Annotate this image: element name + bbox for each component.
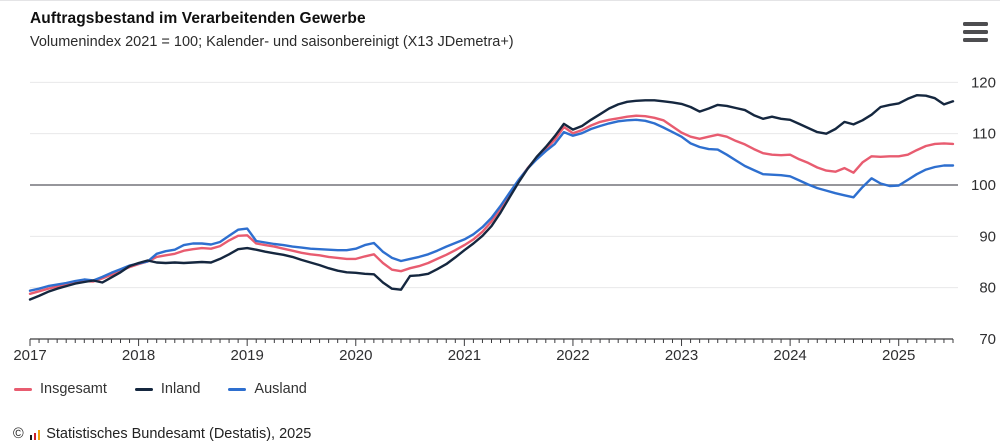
copyright-symbol: © <box>13 426 24 442</box>
y-tick-label: 80 <box>979 280 996 297</box>
menu-bar <box>963 22 988 26</box>
x-tick-label: 2023 <box>665 347 698 364</box>
insgesamt-line-swatch-icon <box>14 387 32 391</box>
y-tick-label: 70 <box>979 331 996 348</box>
ausland-line-swatch-icon <box>228 387 247 391</box>
x-tick-label: 2020 <box>339 347 372 364</box>
inland-line-swatch-icon <box>134 387 153 391</box>
source-text: Statistisches Bundesamt (Destatis), 2025 <box>46 426 312 442</box>
legend-item-insgesamt[interactable]: Insgesamt <box>14 381 107 397</box>
y-tick-label: 90 <box>979 228 996 245</box>
page-title: Auftragsbestand im Verarbeitenden Gewerb… <box>30 10 366 27</box>
x-tick-label: 2019 <box>231 347 264 364</box>
menu-bar <box>963 30 988 34</box>
series-line-insgesamt <box>28 114 955 295</box>
legend-label-inland: Inland <box>160 381 201 397</box>
x-tick-label: 2017 <box>13 347 46 364</box>
series-line-ausland <box>28 118 955 292</box>
x-tick-label: 2021 <box>448 347 481 364</box>
chart-legend: Insgesamt Inland Ausland <box>14 381 307 397</box>
source-attribution: © Statistisches Bundesamt (Destatis), 20… <box>13 426 311 442</box>
chart-menu-button[interactable] <box>961 17 991 47</box>
x-tick-label: 2022 <box>556 347 589 364</box>
legend-item-inland[interactable]: Inland <box>134 381 201 397</box>
destatis-bar-chart-icon <box>29 429 41 440</box>
chart-subtitle: Volumenindex 2021 = 100; Kalender- und s… <box>30 34 514 50</box>
legend-item-ausland[interactable]: Ausland <box>228 381 307 397</box>
legend-label-insgesamt: Insgesamt <box>40 381 107 397</box>
legend-label-ausland: Ausland <box>254 381 307 397</box>
series-line-inland <box>28 94 955 301</box>
x-tick-label: 2024 <box>773 347 806 364</box>
x-tick-label: 2025 <box>882 347 915 364</box>
x-tick-label: 2018 <box>122 347 155 364</box>
y-tick-label: 100 <box>971 177 996 194</box>
menu-bar <box>963 38 988 42</box>
y-tick-label: 120 <box>971 74 996 91</box>
y-tick-label: 110 <box>972 126 996 143</box>
